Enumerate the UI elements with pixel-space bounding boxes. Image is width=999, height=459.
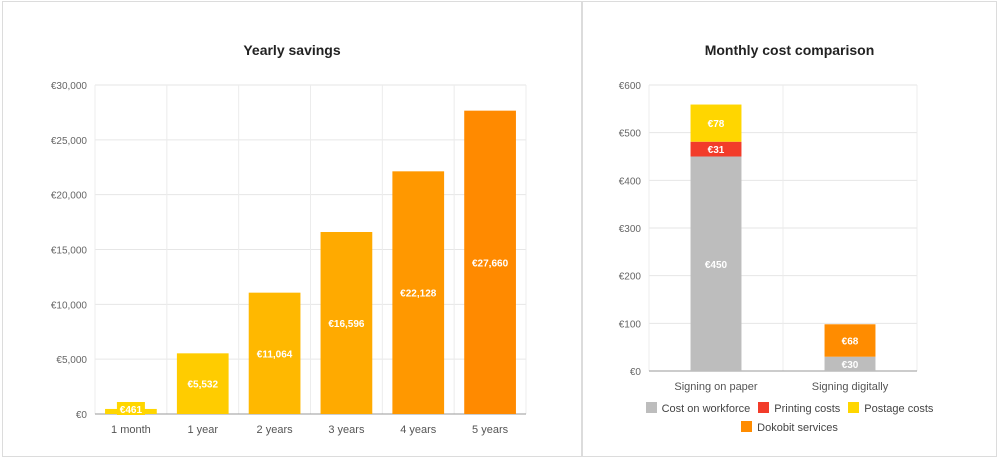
x-tick-label-5-years: 5 years <box>472 424 509 436</box>
x-tick-label-4-years: 4 years <box>400 424 437 436</box>
y-tick-label: €5,000 <box>56 355 87 366</box>
x-tick-label-1-month: 1 month <box>111 424 151 436</box>
monthly-cost-panel: Monthly cost comparison €0 €100 €200 €300 €4… <box>582 1 997 457</box>
yearly-savings-title: Yearly savings <box>243 42 341 58</box>
data-label: €22,128 <box>400 289 437 300</box>
data-label: €31 <box>708 145 725 156</box>
bar-1-year <box>176 353 229 414</box>
data-label: €30 <box>842 360 859 371</box>
data-label: €16,596 <box>328 319 365 330</box>
data-label: €11,064 <box>257 349 293 360</box>
legend-swatch <box>848 402 860 413</box>
bar-5-years <box>464 110 516 415</box>
legend-label: Cost on workforce <box>661 403 751 415</box>
y-tick-label: €100 <box>619 319 642 330</box>
bar-segment-cost-on-workforce <box>824 356 876 371</box>
legend-label: Dokobit services <box>757 422 838 434</box>
yearly-savings-panel: Yearly savings €0 €5,000 €10,000 €15,000 €20… <box>2 1 582 457</box>
legend-label: Printing costs <box>774 403 841 415</box>
y-tick-label: €300 <box>619 224 642 235</box>
data-label: €5,532 <box>187 380 218 391</box>
y-tick-label: €500 <box>619 129 642 140</box>
bar-2-years <box>248 292 301 414</box>
y-tick-label: €20,000 <box>51 191 88 202</box>
y-tick-label: €25,000 <box>51 136 88 147</box>
y-tick-label: €10,000 <box>51 300 88 311</box>
data-label-background <box>116 402 145 415</box>
y-tick-label: €200 <box>619 272 642 283</box>
y-tick-label: €15,000 <box>51 246 88 257</box>
legend-item-printing-costs[interactable]: Printing costs <box>758 400 840 419</box>
monthly-cost-legend: Cost on workforce Printing costs Postage c… <box>583 400 996 438</box>
data-label: €461 <box>120 405 143 416</box>
bar-segment-printing-costs <box>690 141 742 157</box>
x-tick-label-1-year: 1 year <box>187 424 218 436</box>
monthly-cost-chart: €0 €100 €200 €300 €400 €500 €600 Signing on pap… <box>619 81 918 393</box>
data-label: €450 <box>705 260 728 271</box>
bar-3-years <box>320 231 373 414</box>
x-tick-label-signing-digitally: Signing digitally <box>812 381 889 393</box>
bar-4-years <box>392 171 445 414</box>
legend-item-postage-costs[interactable]: Postage costs <box>848 400 933 419</box>
yearly-savings-chart: €0 €5,000 €10,000 €15,000 €20,000 €25,000 €30,… <box>51 81 527 436</box>
legend-swatch <box>645 402 657 413</box>
data-label: €78 <box>708 119 725 130</box>
y-tick-label: €600 <box>619 81 642 92</box>
x-tick-label-3-years: 3 years <box>328 424 365 436</box>
data-label: €68 <box>842 336 859 347</box>
legend-item-dokobit-services[interactable]: Dokobit services <box>741 419 838 438</box>
legend-label: Postage costs <box>864 403 934 415</box>
bar-segment-dokobit-services <box>824 324 876 357</box>
data-label: €27,660 <box>472 258 509 269</box>
y-tick-label: €30,000 <box>51 81 88 92</box>
y-tick-label: €0 <box>630 367 642 378</box>
bar-segment-postage-costs <box>690 104 742 142</box>
legend-swatch <box>741 421 753 432</box>
y-tick-label: €400 <box>619 176 642 187</box>
x-tick-label-signing-on-paper: Signing on paper <box>674 381 758 393</box>
monthly-cost-title: Monthly cost comparison <box>704 42 875 58</box>
y-tick-label: €0 <box>76 410 88 421</box>
legend-item-cost-on-workforce[interactable]: Cost on workforce <box>645 400 751 419</box>
legend-swatch <box>758 402 770 413</box>
x-tick-label-2-years: 2 years <box>257 424 294 436</box>
bar-segment-cost-on-workforce <box>690 156 742 371</box>
